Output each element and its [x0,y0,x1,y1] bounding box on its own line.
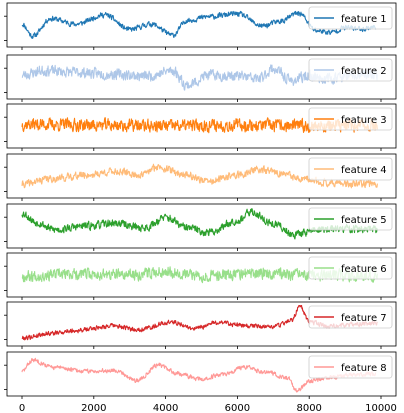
legend-box [308,207,393,231]
subplot-2: feature 2 [4,54,397,102]
legend-box [308,355,393,379]
legend: feature 2 [308,58,393,82]
subplot-panels: feature 1 feature 2 feature 3 feature 4 feat… [4,2,397,399]
legend-box [308,305,393,329]
legend-label: feature 8 [341,363,387,374]
subplot-3: feature 3 [4,103,397,151]
subplot-8: feature 8 [4,351,397,399]
legend-box [308,58,393,82]
subplot-1: feature 1 [4,2,397,50]
legend-label: feature 5 [341,215,387,226]
legend: feature 1 [308,6,393,30]
x-tick-label: 2000 [81,403,106,413]
series-line [21,163,378,189]
legend-label: feature 2 [341,66,387,77]
subplot-6: feature 6 [4,252,397,300]
legend-box [308,157,393,181]
legend-label: feature 6 [341,264,387,275]
legend-box [308,107,393,131]
legend-label: feature 3 [341,115,387,126]
legend-label: feature 1 [341,14,387,25]
subplot-4: feature 4 [4,153,397,201]
subplot-7: feature 7 [4,301,397,349]
legend: feature 5 [308,207,393,231]
series-line [21,10,377,39]
subplot-5: feature 5 [4,203,397,251]
legend-label: feature 4 [341,165,387,176]
legend: feature 8 [308,355,393,379]
legend-label: feature 7 [341,313,387,324]
x-tick-label: 6000 [225,403,250,413]
shared-x-axis: 0 2000 4000 6000 8000 10000 [19,403,397,413]
legend-box [308,6,393,30]
x-tick-label: 0 [19,403,25,413]
legend: feature 6 [308,256,393,280]
x-tick-label: 8000 [296,403,321,413]
x-tick-label: 4000 [153,403,178,413]
x-tick-label: 10000 [365,403,397,413]
legend: feature 3 [308,107,393,131]
legend: feature 4 [308,157,393,181]
legend-box [308,256,393,280]
legend: feature 7 [308,305,393,329]
